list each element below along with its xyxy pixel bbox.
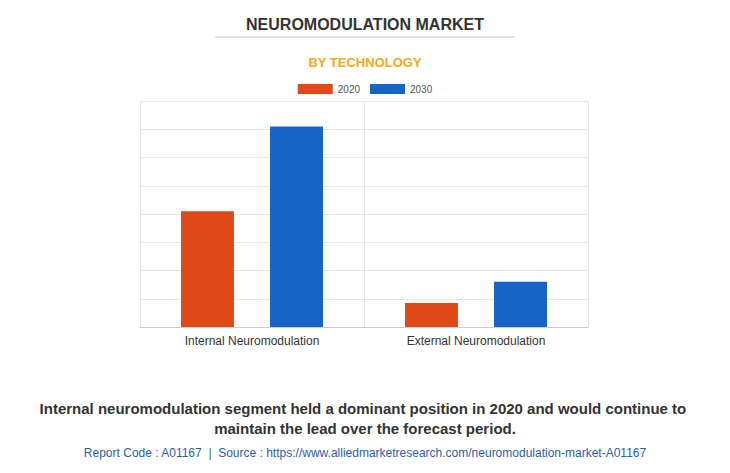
svg-text:External Neuromodulation: External Neuromodulation	[407, 334, 546, 348]
svg-text:2030: 2030	[410, 84, 433, 95]
svg-text:maintain the lead over the for: maintain the lead over the forecast peri…	[214, 420, 516, 437]
svg-text:Internal neuromodulation segme: Internal neuromodulation segment held a …	[40, 400, 691, 417]
svg-text:2020: 2020	[338, 84, 361, 95]
svg-text:NEUROMODULATION MARKET: NEUROMODULATION MARKET	[246, 16, 484, 33]
svg-text:Report Code : A01167 | Sourc: Report Code : A01167 | Source : https://…	[84, 446, 647, 460]
svg-text:Internal Neuromodulation: Internal Neuromodulation	[185, 334, 320, 348]
svg-text:BY TECHNOLOGY: BY TECHNOLOGY	[308, 55, 421, 70]
